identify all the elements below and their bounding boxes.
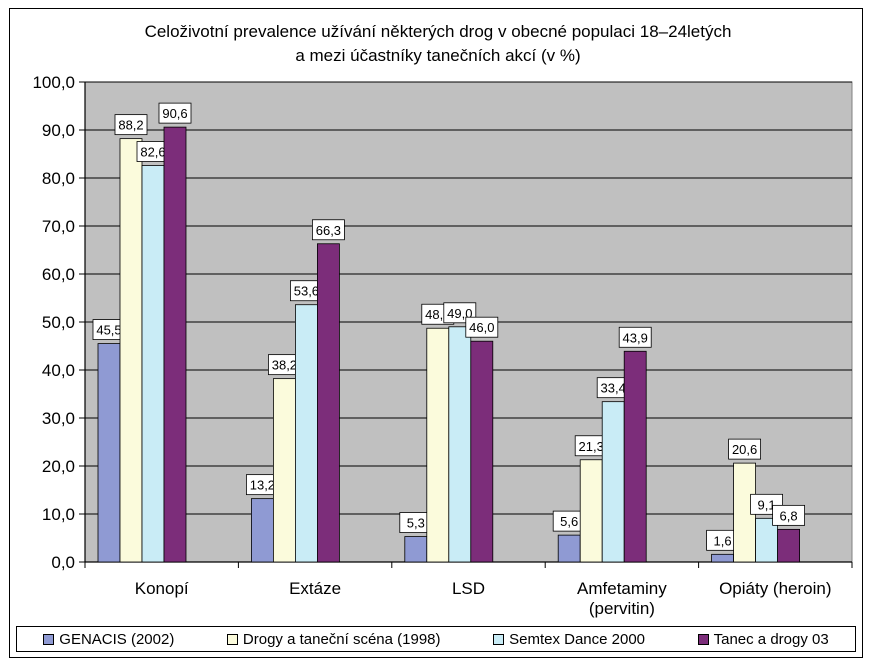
bar (470, 340, 494, 563)
bar (557, 534, 581, 563)
data-label: 88,2 (118, 118, 143, 133)
data-label: 1,6 (714, 533, 732, 548)
data-label: 5,3 (407, 516, 425, 531)
category-label: LSD (452, 579, 485, 598)
data-label: 6,8 (780, 508, 798, 523)
legend-swatch (43, 633, 55, 645)
legend-label: GENACIS (2002) (59, 630, 175, 648)
data-label-box (728, 438, 761, 460)
legend-swatch (493, 633, 505, 645)
data-label-box (618, 326, 652, 348)
y-tick-label: 10,0 (42, 505, 75, 524)
y-tick-label: 30,0 (42, 409, 75, 428)
bar (777, 528, 800, 563)
bar (316, 243, 340, 563)
legend-label: Drogy a taneční scéna (1998) (242, 630, 441, 648)
bar (426, 327, 450, 563)
data-label: 33,4 (601, 381, 626, 396)
y-tick-label: 70,0 (42, 217, 75, 236)
y-tick-label: 100,0 (32, 73, 75, 92)
data-label: 46,0 (469, 320, 494, 335)
y-tick-label: 20,0 (42, 457, 75, 476)
bar (272, 378, 296, 563)
data-label: 53,6 (294, 284, 319, 299)
chart-title: Celoživotní prevalence užívání některých… (0, 20, 876, 68)
data-label: 66,3 (316, 223, 341, 238)
data-label: 9,1 (758, 497, 776, 512)
legend-item: Drogy a taneční scéna (1998) (226, 630, 441, 648)
category-label: Extáze (289, 579, 341, 598)
bar (448, 326, 472, 563)
bar (97, 343, 121, 563)
data-label: 38,2 (272, 358, 297, 373)
category-label: Amfetaminy (577, 579, 667, 598)
legend-swatch (697, 633, 709, 645)
category-label: Konopí (135, 579, 189, 598)
data-label: 5,6 (560, 514, 578, 529)
y-tick-label: 40,0 (42, 361, 75, 380)
data-label-box (465, 316, 499, 338)
data-label-box (114, 114, 148, 136)
y-tick-label: 50,0 (42, 313, 75, 332)
bar (623, 350, 647, 563)
data-label: 13,2 (250, 478, 275, 493)
legend-label: Tanec a drogy 03 (713, 630, 829, 648)
data-label: 45,5 (96, 323, 121, 338)
category-label: Opiáty (heroin) (719, 579, 831, 598)
legend-item: Semtex Dance 2000 (493, 631, 645, 648)
bar (404, 536, 428, 563)
bar (601, 401, 625, 563)
bar (141, 165, 165, 563)
bar (250, 498, 274, 563)
y-tick-label: 60,0 (42, 265, 75, 284)
chart-legend: GENACIS (2002) Drogy a taneční scéna (19… (16, 626, 856, 652)
bar (119, 138, 143, 563)
y-tick-label: 90,0 (42, 121, 75, 140)
data-label-box (311, 219, 345, 241)
chart-title-line-2: a mezi účastníky tanečních akcí (v %) (295, 46, 581, 65)
bar (163, 126, 187, 563)
data-label-box (158, 102, 192, 124)
category-label: (pervitin) (589, 599, 655, 618)
legend-swatch (226, 633, 238, 645)
legend-item: GENACIS (2002) (43, 631, 174, 648)
data-label-box (772, 504, 805, 526)
bar (711, 553, 734, 563)
chart-title-line-1: Celoživotní prevalence užívání některých… (144, 22, 732, 41)
data-label: 20,6 (732, 442, 757, 457)
legend-item: Tanec a drogy 03 (697, 630, 829, 648)
data-label: 21,3 (579, 439, 604, 454)
legend-label: Semtex Dance 2000 (509, 630, 646, 648)
bar (579, 459, 603, 563)
bar (294, 304, 318, 563)
y-tick-label: 0,0 (51, 553, 75, 572)
data-label: 82,6 (140, 145, 165, 160)
data-label: 43,9 (623, 330, 648, 345)
y-tick-label: 80,0 (42, 169, 75, 188)
data-label: 90,6 (162, 106, 187, 121)
